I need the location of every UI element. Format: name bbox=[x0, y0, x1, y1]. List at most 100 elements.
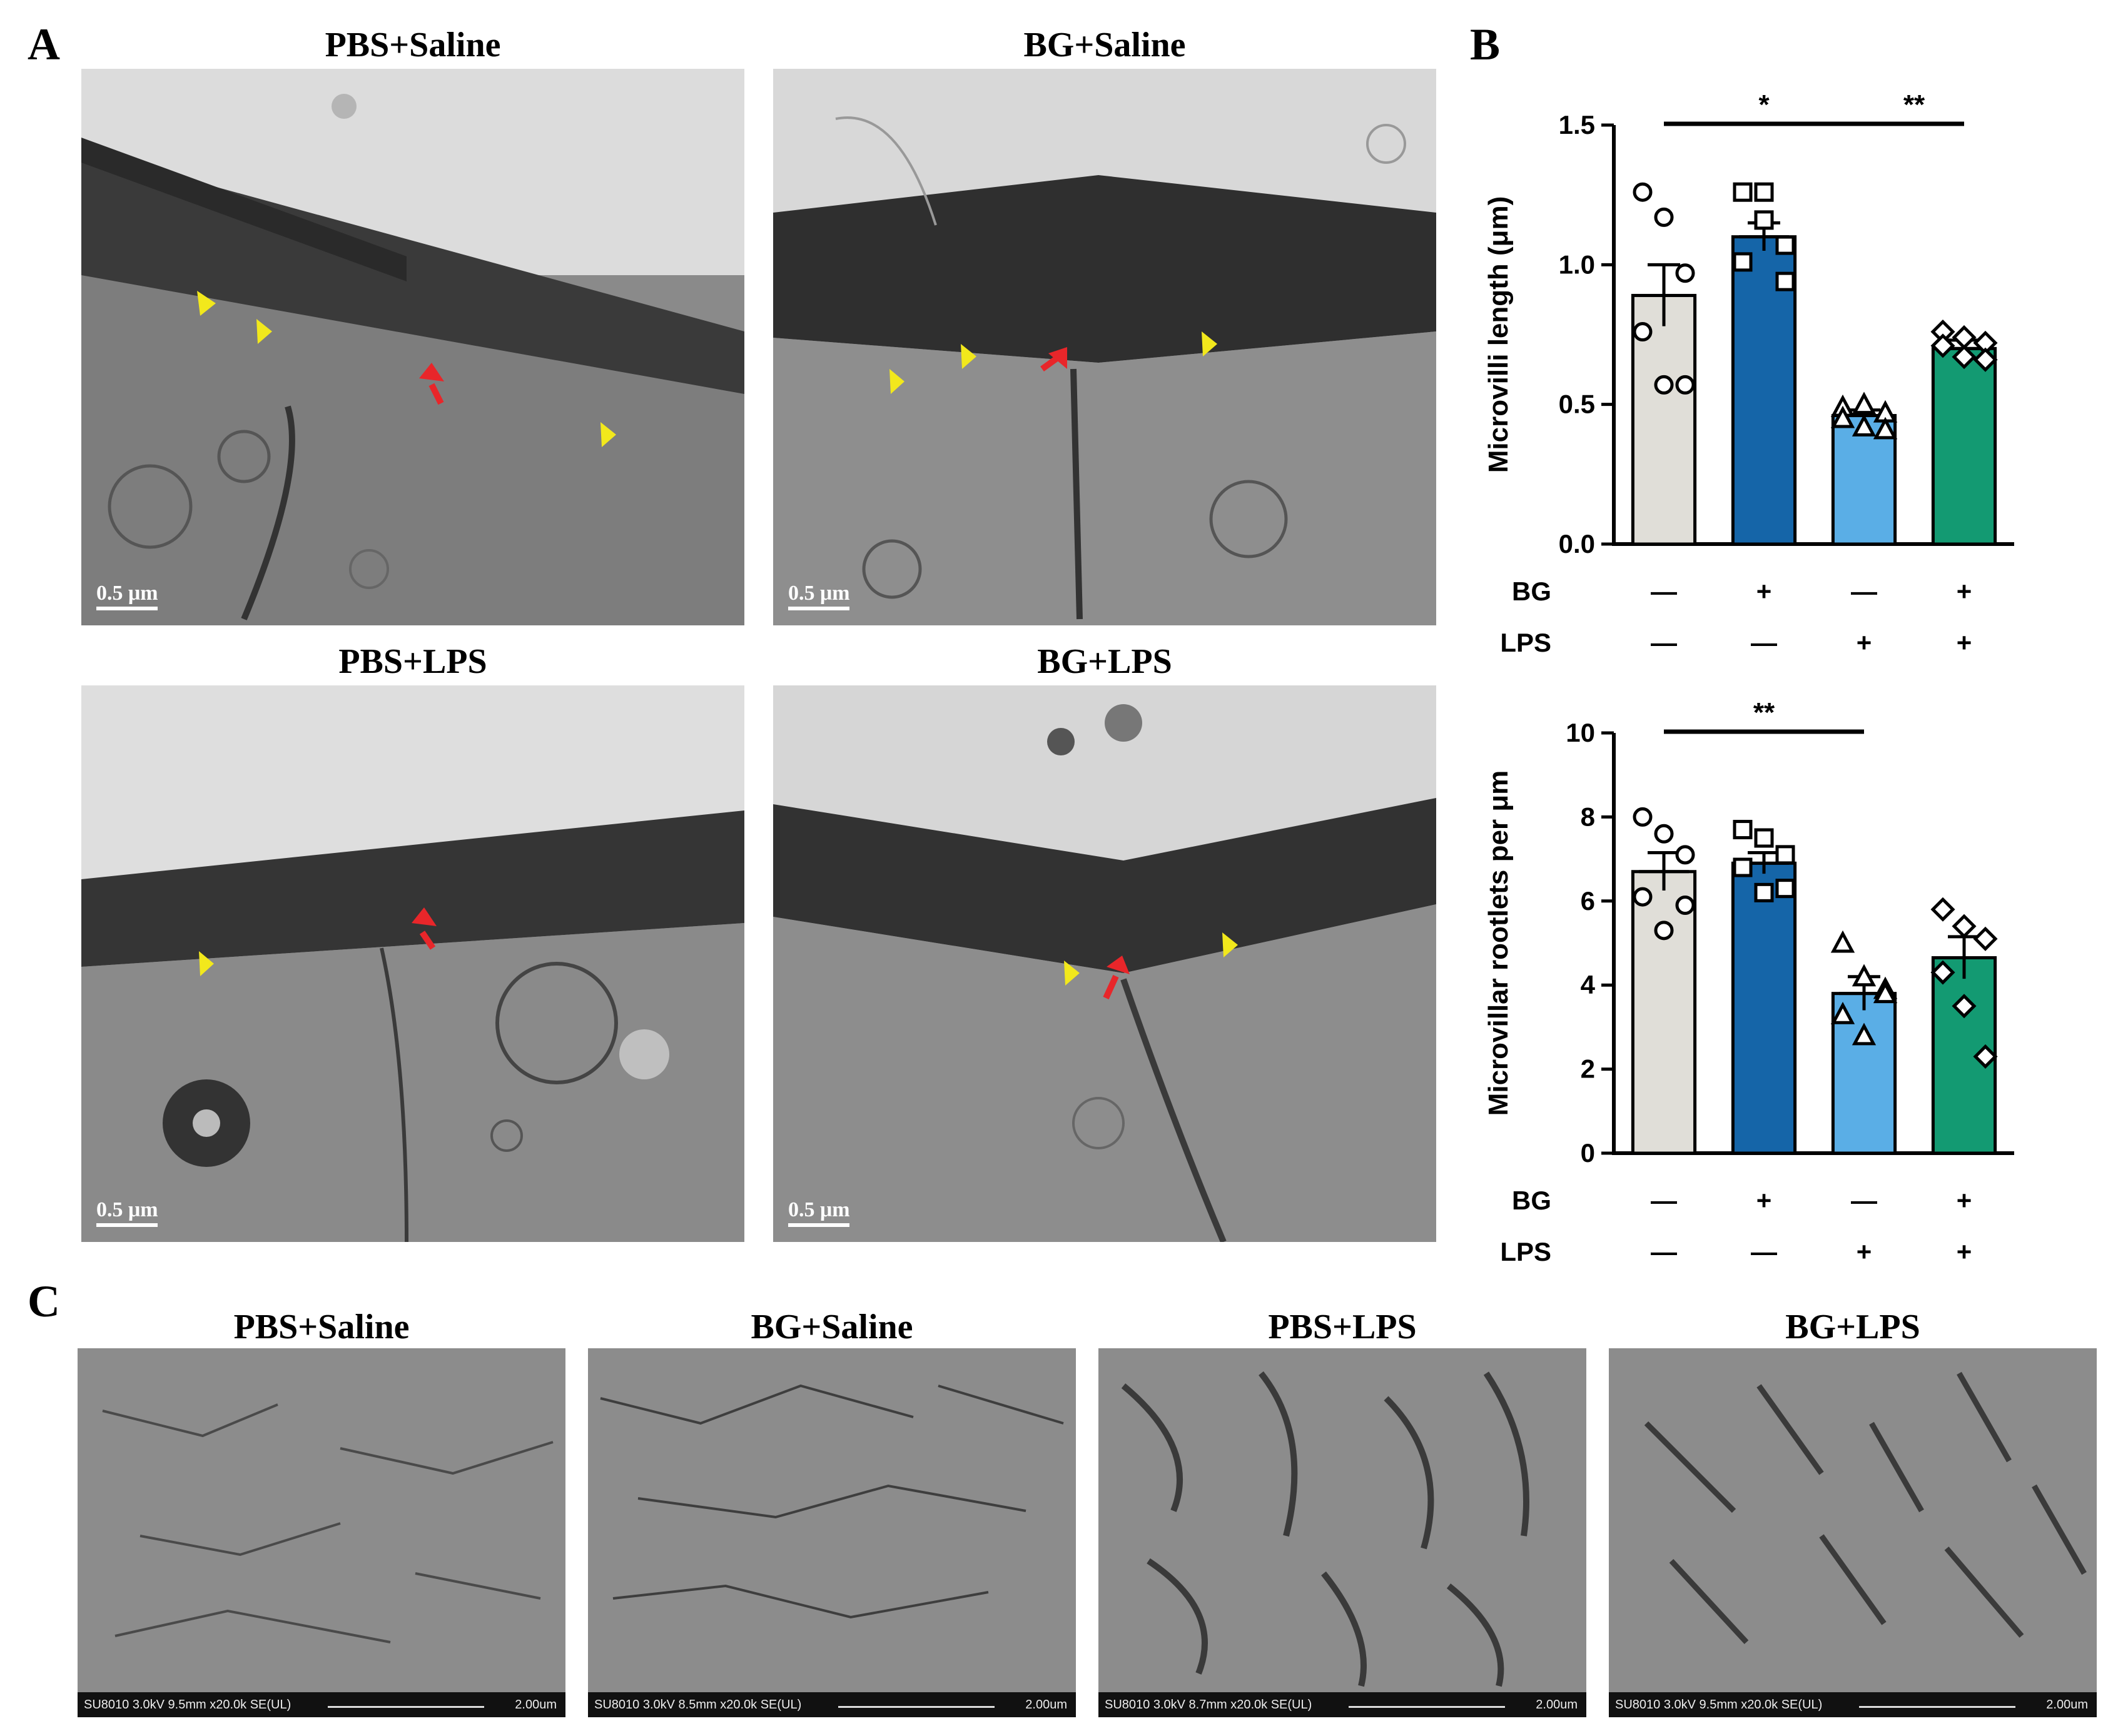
sem-image-pbs-lps-drawing bbox=[1121, 1371, 1529, 1687]
data-point bbox=[1754, 882, 1774, 902]
sem-footer-info: SU8010 3.0kV 9.5mm x20.0k SE(UL) bbox=[1615, 1698, 1823, 1712]
tem-image-bg-saline-drawing bbox=[773, 69, 1436, 625]
sem-scale-label: 2.00um bbox=[515, 1698, 557, 1712]
data-point bbox=[1675, 845, 1695, 865]
sem-image-bg-saline-drawing bbox=[600, 1384, 1064, 1619]
significance-label: ** bbox=[1903, 89, 1925, 120]
tem-image-bg-lps: 0.5 μm bbox=[773, 685, 1436, 1242]
data-point bbox=[1852, 1022, 1877, 1046]
data-point bbox=[1754, 182, 1774, 202]
sem-image-pbs-saline-drawing bbox=[102, 1403, 554, 1643]
data-point bbox=[1775, 845, 1795, 865]
data-point bbox=[1754, 828, 1774, 848]
condition-sign: + bbox=[1756, 1186, 1772, 1215]
data-point bbox=[1973, 347, 1998, 372]
tem-image-pbs-saline-drawing bbox=[81, 69, 744, 625]
y-tick-label: 8 bbox=[1581, 802, 1595, 831]
condition-sign: + bbox=[1957, 1186, 1972, 1215]
condition-row-label: BG bbox=[1512, 1186, 1551, 1215]
data-point bbox=[1733, 820, 1753, 840]
panel-label-c: C bbox=[28, 1276, 60, 1326]
data-point bbox=[1873, 981, 1898, 1004]
sem-image-bg-lps-drawing bbox=[1644, 1371, 2087, 1645]
sem-title-bg-saline: BG+Saline bbox=[751, 1308, 913, 1346]
data-point bbox=[1654, 921, 1674, 941]
condition-row-label: LPS bbox=[1500, 628, 1551, 657]
tem-title-bg-lps: BG+LPS bbox=[1037, 642, 1172, 681]
data-point bbox=[1654, 375, 1674, 395]
data-point bbox=[1930, 960, 1955, 985]
sem-image-pbs-lps: SU8010 3.0kV 8.7mm x20.0k SE(UL) 2.00um bbox=[1098, 1348, 1586, 1717]
data-point bbox=[1830, 930, 1855, 953]
scale-bar-a4: 0.5 μm bbox=[788, 1198, 850, 1227]
data-point bbox=[1733, 252, 1753, 272]
data-point bbox=[1775, 879, 1795, 899]
data-point bbox=[1775, 271, 1795, 291]
condition-sign: + bbox=[1857, 628, 1872, 657]
y-tick-label: 6 bbox=[1581, 886, 1595, 916]
data-point bbox=[1830, 1001, 1855, 1024]
data-point bbox=[1952, 345, 1977, 370]
sem-scale-label: 2.00um bbox=[1536, 1698, 1578, 1712]
data-point bbox=[1633, 807, 1653, 827]
sem-title-pbs-saline: PBS+Saline bbox=[233, 1308, 410, 1346]
condition-row-label: LPS bbox=[1500, 1237, 1551, 1266]
y-tick-label: 2 bbox=[1581, 1054, 1595, 1084]
data-point bbox=[1675, 375, 1695, 395]
condition-sign: — bbox=[1851, 1186, 1877, 1215]
y-axis-label: Microvilli length (μm) bbox=[1483, 196, 1514, 473]
condition-sign: — bbox=[1651, 577, 1677, 606]
condition-sign: + bbox=[1957, 628, 1972, 657]
y-tick-label: 10 bbox=[1566, 718, 1595, 747]
panel-label-a: A bbox=[28, 19, 60, 69]
data-point bbox=[1873, 416, 1898, 440]
sem-footer-3: SU8010 3.0kV 8.7mm x20.0k SE(UL) 2.00um bbox=[1098, 1692, 1586, 1717]
data-point bbox=[1754, 210, 1774, 230]
bar bbox=[1931, 346, 1997, 546]
sem-footer-info: SU8010 3.0kV 9.5mm x20.0k SE(UL) bbox=[84, 1698, 291, 1712]
tem-image-bg-saline: 0.5 μm bbox=[773, 69, 1436, 625]
condition-sign: — bbox=[1751, 628, 1777, 657]
sem-scale-label: 2.00um bbox=[1025, 1698, 1067, 1712]
bar bbox=[1631, 870, 1697, 1155]
data-point bbox=[1633, 322, 1653, 342]
data-point bbox=[1675, 263, 1695, 283]
sem-footer-4: SU8010 3.0kV 9.5mm x20.0k SE(UL) 2.00um bbox=[1609, 1692, 2097, 1717]
scale-bar-a3: 0.5 μm bbox=[96, 1198, 158, 1227]
sem-image-bg-lps: SU8010 3.0kV 9.5mm x20.0k SE(UL) 2.00um bbox=[1609, 1348, 2097, 1717]
y-tick-label: 0.5 bbox=[1559, 390, 1595, 419]
data-point bbox=[1654, 824, 1674, 844]
condition-sign: + bbox=[1857, 1237, 1872, 1266]
sem-title-bg-lps: BG+LPS bbox=[1785, 1308, 1920, 1346]
sem-footer-info: SU8010 3.0kV 8.7mm x20.0k SE(UL) bbox=[1105, 1698, 1312, 1712]
tem-image-pbs-saline: 0.5 μm bbox=[81, 69, 744, 625]
scale-label: 0.5 μm bbox=[96, 582, 158, 605]
condition-sign: — bbox=[1751, 1237, 1777, 1266]
data-point bbox=[1830, 405, 1855, 428]
data-point bbox=[1675, 896, 1695, 916]
y-axis-label: Microvillar rootlets per μm bbox=[1483, 770, 1514, 1116]
condition-sign: + bbox=[1756, 577, 1772, 606]
sem-image-pbs-saline: SU8010 3.0kV 9.5mm x20.0k SE(UL) 2.00um bbox=[78, 1348, 565, 1717]
tem-title-pbs-lps: PBS+LPS bbox=[338, 642, 487, 681]
data-point bbox=[1930, 897, 1955, 922]
condition-sign: — bbox=[1651, 1237, 1677, 1266]
significance-label: * bbox=[1758, 89, 1770, 120]
tem-title-pbs-saline: PBS+Saline bbox=[325, 26, 501, 64]
data-point bbox=[1952, 914, 1977, 939]
sem-footer-info: SU8010 3.0kV 8.5mm x20.0k SE(UL) bbox=[594, 1698, 802, 1712]
data-point bbox=[1733, 182, 1753, 202]
data-point bbox=[1952, 325, 1977, 350]
sem-footer-1: SU8010 3.0kV 9.5mm x20.0k SE(UL) 2.00um bbox=[78, 1692, 565, 1717]
scale-bar-a2: 0.5 μm bbox=[788, 582, 850, 610]
data-point bbox=[1930, 333, 1955, 358]
condition-sign: — bbox=[1851, 577, 1877, 606]
tem-image-pbs-lps-drawing bbox=[81, 685, 744, 1242]
data-point bbox=[1973, 1044, 1998, 1069]
scale-label: 0.5 μm bbox=[788, 582, 850, 605]
condition-sign: — bbox=[1651, 628, 1677, 657]
condition-sign: + bbox=[1957, 577, 1972, 606]
data-point bbox=[1952, 994, 1977, 1019]
data-point bbox=[1852, 414, 1877, 437]
